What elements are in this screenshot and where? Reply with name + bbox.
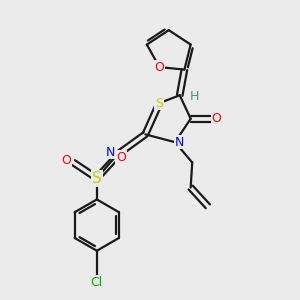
Text: H: H	[190, 90, 200, 103]
Text: N: N	[106, 146, 116, 159]
Text: N: N	[175, 136, 184, 149]
Text: S: S	[155, 97, 163, 110]
Text: O: O	[154, 61, 164, 74]
Text: O: O	[61, 154, 71, 167]
Text: S: S	[92, 171, 102, 186]
Text: O: O	[212, 112, 222, 125]
Text: Cl: Cl	[91, 275, 103, 289]
Text: O: O	[116, 151, 126, 164]
